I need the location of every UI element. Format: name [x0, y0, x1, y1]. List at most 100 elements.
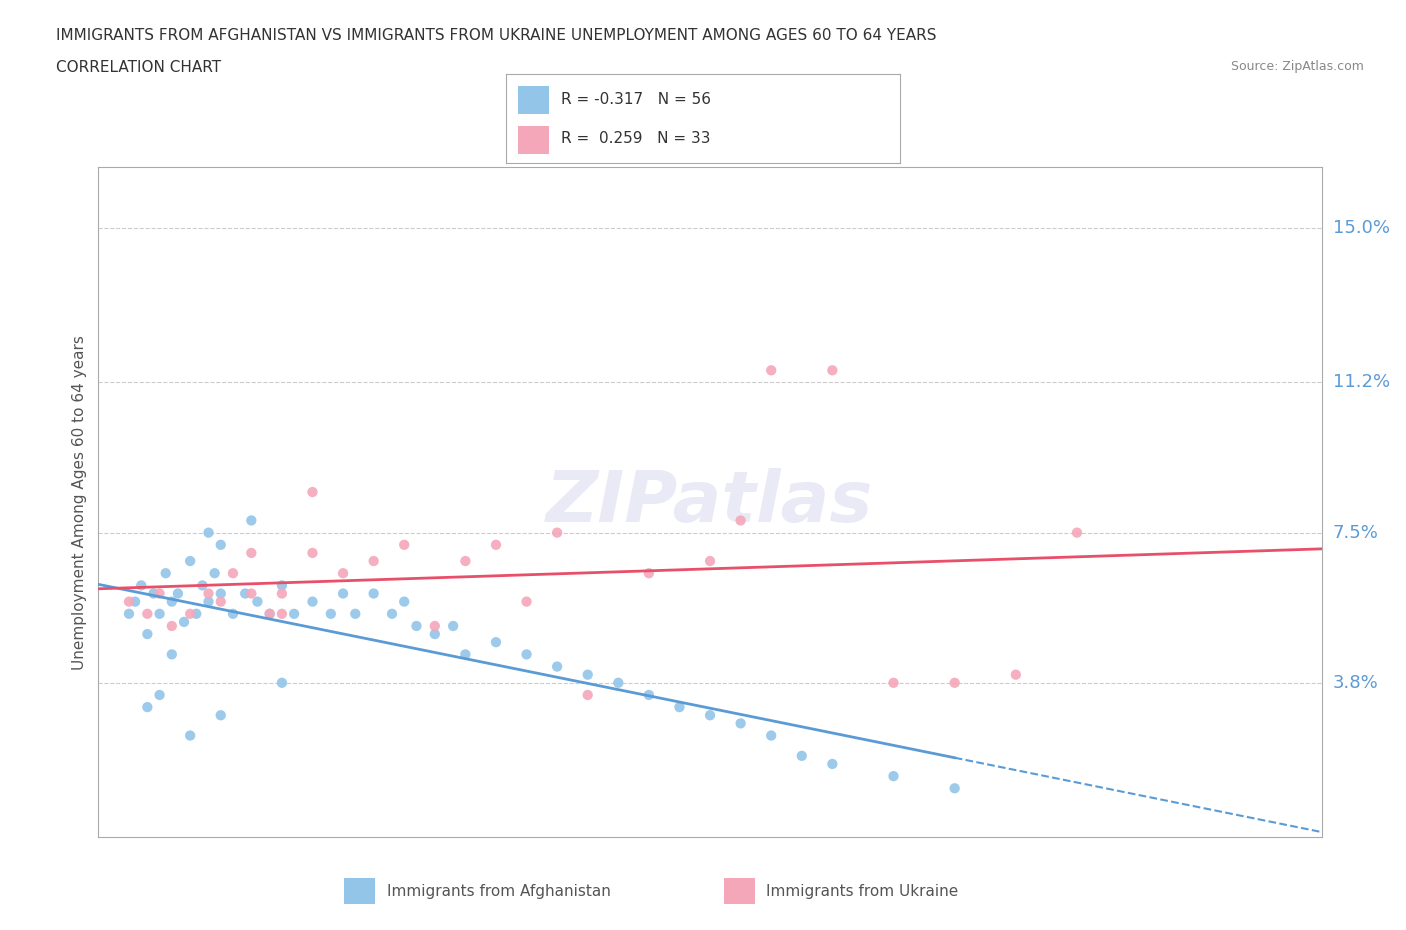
Text: 0.0%: 0.0% — [98, 868, 143, 885]
Point — [160, 618, 183, 633]
Point — [454, 647, 477, 662]
Point — [149, 606, 172, 621]
Point — [160, 594, 183, 609]
Point — [637, 687, 661, 702]
Point — [136, 627, 159, 642]
Point — [363, 586, 385, 601]
Point — [160, 647, 183, 662]
Point — [576, 667, 599, 682]
Point — [730, 513, 752, 528]
Text: 11.2%: 11.2% — [1333, 374, 1391, 392]
Point — [179, 606, 201, 621]
Point — [392, 538, 416, 552]
Point — [546, 659, 568, 674]
Point — [240, 586, 263, 601]
Point — [699, 708, 721, 723]
Point — [240, 513, 263, 528]
Point — [240, 546, 263, 561]
Point — [136, 606, 159, 621]
Point — [1066, 525, 1088, 540]
Point — [516, 594, 538, 609]
Point — [118, 594, 141, 609]
Point — [1004, 667, 1026, 682]
Point — [270, 606, 294, 621]
Point — [204, 565, 226, 580]
Point — [790, 749, 813, 764]
Point — [118, 606, 141, 621]
Text: Immigrants from Ukraine: Immigrants from Ukraine — [766, 884, 959, 898]
Point — [301, 485, 323, 499]
Point — [129, 578, 152, 592]
Point — [637, 565, 661, 580]
Point — [283, 606, 305, 621]
Text: IMMIGRANTS FROM AFGHANISTAN VS IMMIGRANTS FROM UKRAINE UNEMPLOYMENT AMONG AGES 6: IMMIGRANTS FROM AFGHANISTAN VS IMMIGRANT… — [56, 28, 936, 43]
Point — [259, 606, 281, 621]
FancyBboxPatch shape — [344, 878, 375, 904]
Text: R =  0.259   N = 33: R = 0.259 N = 33 — [561, 131, 711, 146]
Point — [392, 594, 416, 609]
Point — [222, 565, 245, 580]
Point — [179, 553, 201, 568]
Point — [576, 687, 599, 702]
Point — [209, 594, 232, 609]
Point — [821, 756, 844, 771]
Point — [943, 675, 966, 690]
Point — [423, 627, 446, 642]
Point — [142, 586, 165, 601]
Point — [485, 538, 508, 552]
Point — [173, 615, 195, 630]
Point — [454, 553, 477, 568]
Point — [761, 728, 783, 743]
Point — [332, 565, 354, 580]
Point — [233, 586, 256, 601]
Point — [209, 538, 232, 552]
Point — [363, 553, 385, 568]
Point — [344, 606, 367, 621]
Text: 3.8%: 3.8% — [1333, 674, 1378, 692]
Point — [607, 675, 630, 690]
Text: CORRELATION CHART: CORRELATION CHART — [56, 60, 221, 75]
Point — [699, 553, 721, 568]
Point — [186, 606, 208, 621]
Point — [197, 586, 219, 601]
Point — [136, 699, 159, 714]
Point — [516, 647, 538, 662]
Text: 20.0%: 20.0% — [1265, 868, 1322, 885]
Text: Immigrants from Afghanistan: Immigrants from Afghanistan — [387, 884, 610, 898]
Point — [301, 546, 323, 561]
Point — [197, 594, 219, 609]
FancyBboxPatch shape — [517, 126, 550, 154]
Point — [761, 363, 783, 378]
Point — [209, 708, 232, 723]
Point — [319, 606, 342, 621]
Point — [883, 675, 905, 690]
Point — [485, 635, 508, 650]
Point — [246, 594, 269, 609]
Point — [943, 781, 966, 796]
Point — [668, 699, 690, 714]
Point — [270, 586, 294, 601]
Y-axis label: Unemployment Among Ages 60 to 64 years: Unemployment Among Ages 60 to 64 years — [72, 335, 87, 670]
Point — [155, 565, 177, 580]
Point — [209, 586, 232, 601]
Point — [730, 716, 752, 731]
Point — [259, 606, 281, 621]
Point — [179, 728, 201, 743]
Point — [270, 675, 294, 690]
Point — [546, 525, 568, 540]
Point — [149, 586, 172, 601]
Point — [222, 606, 245, 621]
Text: ZIPatlas: ZIPatlas — [547, 468, 873, 537]
Point — [197, 525, 219, 540]
Point — [405, 618, 427, 633]
Point — [124, 594, 146, 609]
Point — [883, 769, 905, 784]
Text: 15.0%: 15.0% — [1333, 219, 1389, 237]
Point — [381, 606, 404, 621]
FancyBboxPatch shape — [517, 86, 550, 114]
Text: R = -0.317   N = 56: R = -0.317 N = 56 — [561, 92, 711, 107]
Point — [167, 586, 190, 601]
Point — [423, 618, 446, 633]
Point — [191, 578, 214, 592]
Point — [270, 578, 294, 592]
